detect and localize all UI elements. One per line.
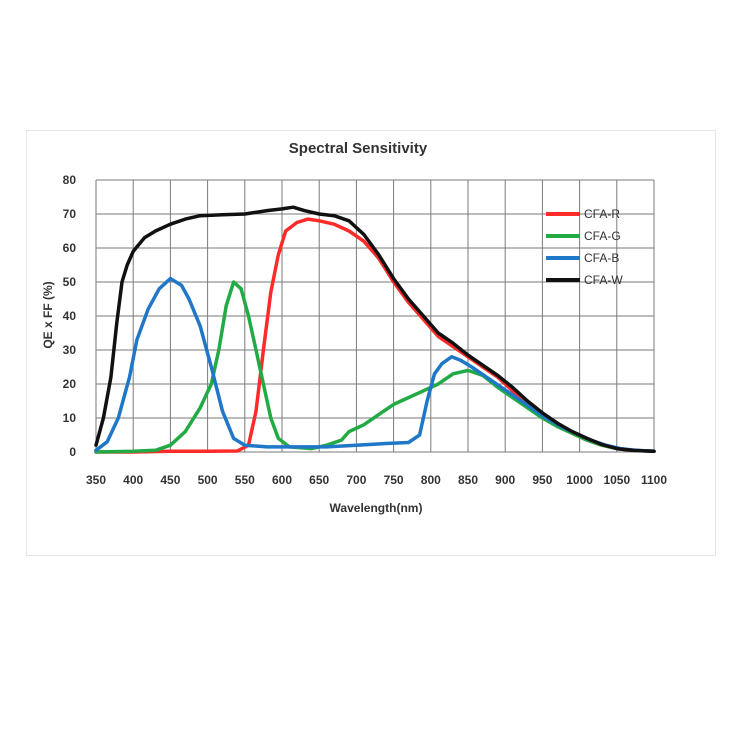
legend-label-cfa-w: CFA-W <box>584 273 623 287</box>
x-tick-label: 550 <box>235 473 255 487</box>
x-tick-label: 600 <box>272 473 292 487</box>
y-tick-label: 10 <box>63 411 77 425</box>
x-tick-label: 350 <box>86 473 106 487</box>
y-tick-label: 20 <box>63 377 77 391</box>
x-tick-labels: 350 400 450 500 550 600 650 700 750 800 850 900 950 1… <box>86 473 667 487</box>
x-tick-label: 1050 <box>603 473 630 487</box>
x-tick-label: 900 <box>495 473 515 487</box>
x-tick-label: 450 <box>160 473 180 487</box>
x-tick-label: 500 <box>198 473 218 487</box>
x-tick-label: 950 <box>532 473 552 487</box>
x-tick-label: 400 <box>123 473 143 487</box>
x-tick-label: 1100 <box>641 473 667 487</box>
series-line-cfa-g <box>94 280 656 454</box>
x-tick-label: 850 <box>458 473 478 487</box>
legend-label-cfa-b: CFA-B <box>584 251 619 265</box>
y-tick-label: 80 <box>63 173 77 187</box>
chart-frame <box>26 130 716 556</box>
y-tick-label: 50 <box>63 275 77 289</box>
legend: CFA-R CFA-G CFA-B CFA-W <box>546 207 623 287</box>
series-line-cfa-w <box>94 205 656 454</box>
y-tick-label: 30 <box>63 343 77 357</box>
legend-label-cfa-r: CFA-R <box>584 207 620 221</box>
x-axis-title: Wavelength(nm) <box>330 501 423 515</box>
chart-title: Spectral Sensitivity <box>289 140 428 157</box>
x-tick-label: 700 <box>346 473 366 487</box>
legend-label-cfa-g: CFA-G <box>584 229 621 243</box>
x-tick-label: 750 <box>384 473 404 487</box>
y-tick-label: 40 <box>63 309 77 323</box>
x-tick-label: 1000 <box>566 473 593 487</box>
y-axis-title: QE x FF (%) <box>41 281 55 348</box>
series-lines <box>94 205 656 454</box>
y-tick-label: 0 <box>69 445 76 459</box>
series-line-cfa-b <box>94 276 656 454</box>
x-tick-label: 650 <box>309 473 329 487</box>
y-tick-labels: 0 10 20 30 40 50 60 70 80 <box>63 173 77 459</box>
y-tick-label: 60 <box>63 241 77 255</box>
x-tick-label: 800 <box>421 473 441 487</box>
y-tick-label: 70 <box>63 207 77 221</box>
